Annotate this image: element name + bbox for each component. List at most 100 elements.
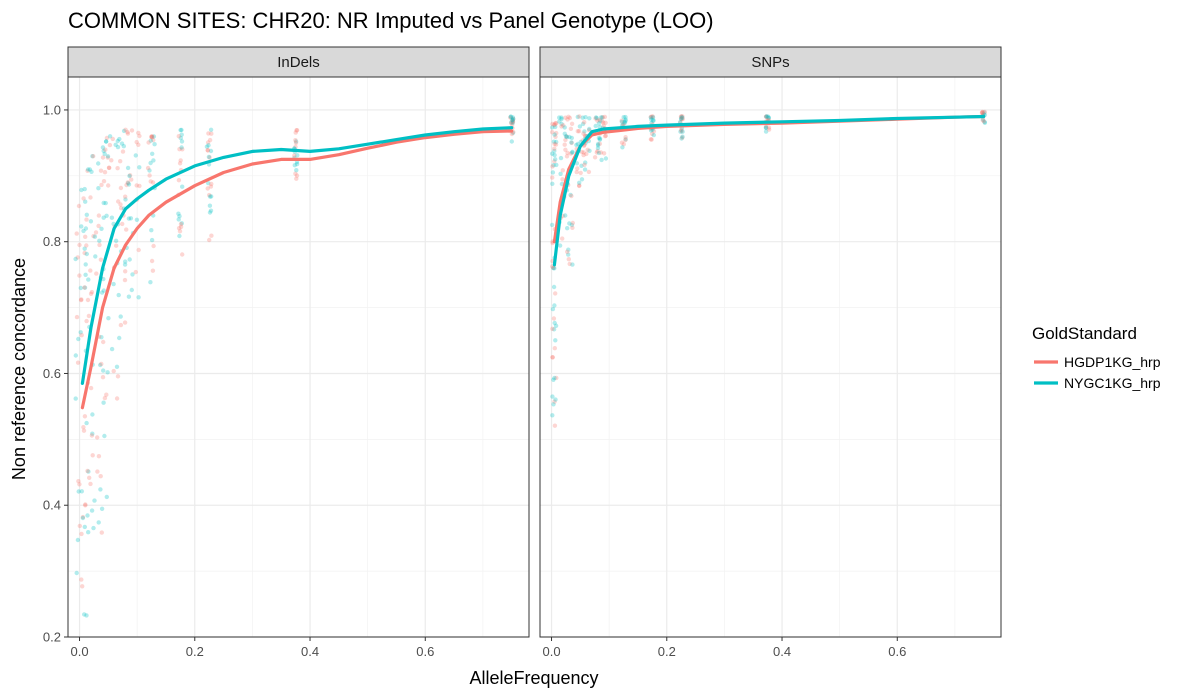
data-point — [980, 118, 985, 123]
data-point — [89, 289, 95, 295]
data-point — [118, 202, 123, 207]
data-point — [575, 114, 580, 120]
data-point — [110, 136, 116, 142]
data-point — [98, 168, 104, 173]
data-point — [97, 238, 102, 243]
data-point — [763, 114, 769, 119]
data-point — [680, 129, 685, 134]
data-point — [552, 148, 557, 154]
data-point — [680, 114, 685, 119]
data-point — [149, 228, 154, 233]
y-tick-label: 0.2 — [43, 630, 61, 645]
data-point — [103, 139, 109, 144]
legend-label-nygc1kg_hrp: NYGC1KG_hrp — [1064, 375, 1161, 391]
data-point — [552, 141, 557, 147]
data-point — [980, 109, 985, 115]
data-point — [77, 482, 82, 487]
data-point — [84, 613, 89, 618]
data-point — [148, 179, 153, 184]
data-point — [109, 158, 114, 163]
data-point — [559, 121, 564, 127]
data-point — [95, 435, 100, 440]
data-point — [84, 243, 89, 248]
panel-indels: InDels 0.0 0.2 0.4 0.6 0.2 0.4 0.6 0.8 1.0 — [43, 46, 530, 659]
data-point — [595, 145, 601, 151]
data-point — [77, 242, 82, 248]
data-point — [579, 149, 584, 155]
data-point — [293, 140, 299, 146]
y-tick-label: 0.6 — [43, 366, 61, 381]
data-point — [103, 139, 109, 144]
data-point — [293, 130, 298, 135]
legend-entries: HGDP1KG_hrp NYGC1KG_hrp — [1034, 354, 1161, 391]
data-point — [148, 280, 153, 285]
data-point — [113, 238, 119, 243]
data-point — [124, 227, 129, 232]
data-point — [102, 151, 107, 157]
data-point — [294, 161, 300, 167]
data-point — [209, 194, 214, 199]
data-point — [81, 425, 86, 430]
data-point — [115, 138, 121, 144]
data-point — [128, 216, 134, 221]
data-point — [150, 180, 156, 185]
data-point — [117, 335, 122, 341]
data-point — [88, 481, 93, 487]
data-point — [567, 261, 572, 267]
data-point — [679, 116, 684, 122]
data-point — [96, 186, 101, 191]
data-point — [293, 171, 298, 176]
data-point — [585, 147, 590, 152]
data-point — [562, 125, 567, 130]
data-point — [649, 137, 654, 142]
data-point — [582, 129, 587, 134]
data-point — [98, 474, 103, 479]
data-point — [178, 222, 184, 227]
data-point — [551, 265, 556, 271]
data-point — [560, 236, 565, 241]
smooth-line-hgdp1kg_hrp — [80, 129, 514, 410]
data-point — [623, 118, 628, 124]
data-point — [678, 116, 684, 121]
data-point — [596, 135, 602, 141]
data-point — [98, 257, 104, 262]
data-point — [574, 169, 579, 175]
data-point — [87, 167, 93, 172]
data-point — [150, 134, 155, 139]
data-point — [550, 306, 556, 312]
data-point — [176, 226, 182, 231]
data-point — [552, 346, 557, 351]
data-point — [84, 420, 89, 426]
data-point — [101, 179, 107, 184]
data-point — [179, 127, 184, 133]
data-point — [510, 119, 515, 125]
data-point — [209, 181, 214, 187]
data-point — [603, 134, 608, 139]
data-point — [510, 117, 515, 123]
data-point — [179, 145, 184, 150]
data-point — [101, 148, 106, 154]
data-point — [550, 125, 555, 130]
data-point — [82, 285, 87, 290]
data-point — [568, 126, 574, 131]
data-point — [982, 110, 987, 115]
data-point — [982, 119, 987, 125]
data-point — [75, 255, 80, 260]
data-point — [569, 193, 574, 199]
data-point — [82, 612, 87, 617]
data-point — [510, 118, 515, 124]
data-point — [569, 135, 574, 141]
data-point — [587, 116, 592, 121]
data-point — [151, 134, 157, 139]
data-point — [86, 277, 91, 282]
data-point — [569, 140, 574, 146]
data-point — [84, 251, 90, 257]
data-point — [554, 139, 559, 145]
data-point — [207, 192, 212, 198]
data-point — [147, 168, 152, 173]
data-point — [550, 170, 556, 175]
data-point — [550, 130, 555, 135]
data-point — [577, 183, 582, 189]
data-point — [553, 134, 558, 139]
data-point — [208, 208, 214, 213]
